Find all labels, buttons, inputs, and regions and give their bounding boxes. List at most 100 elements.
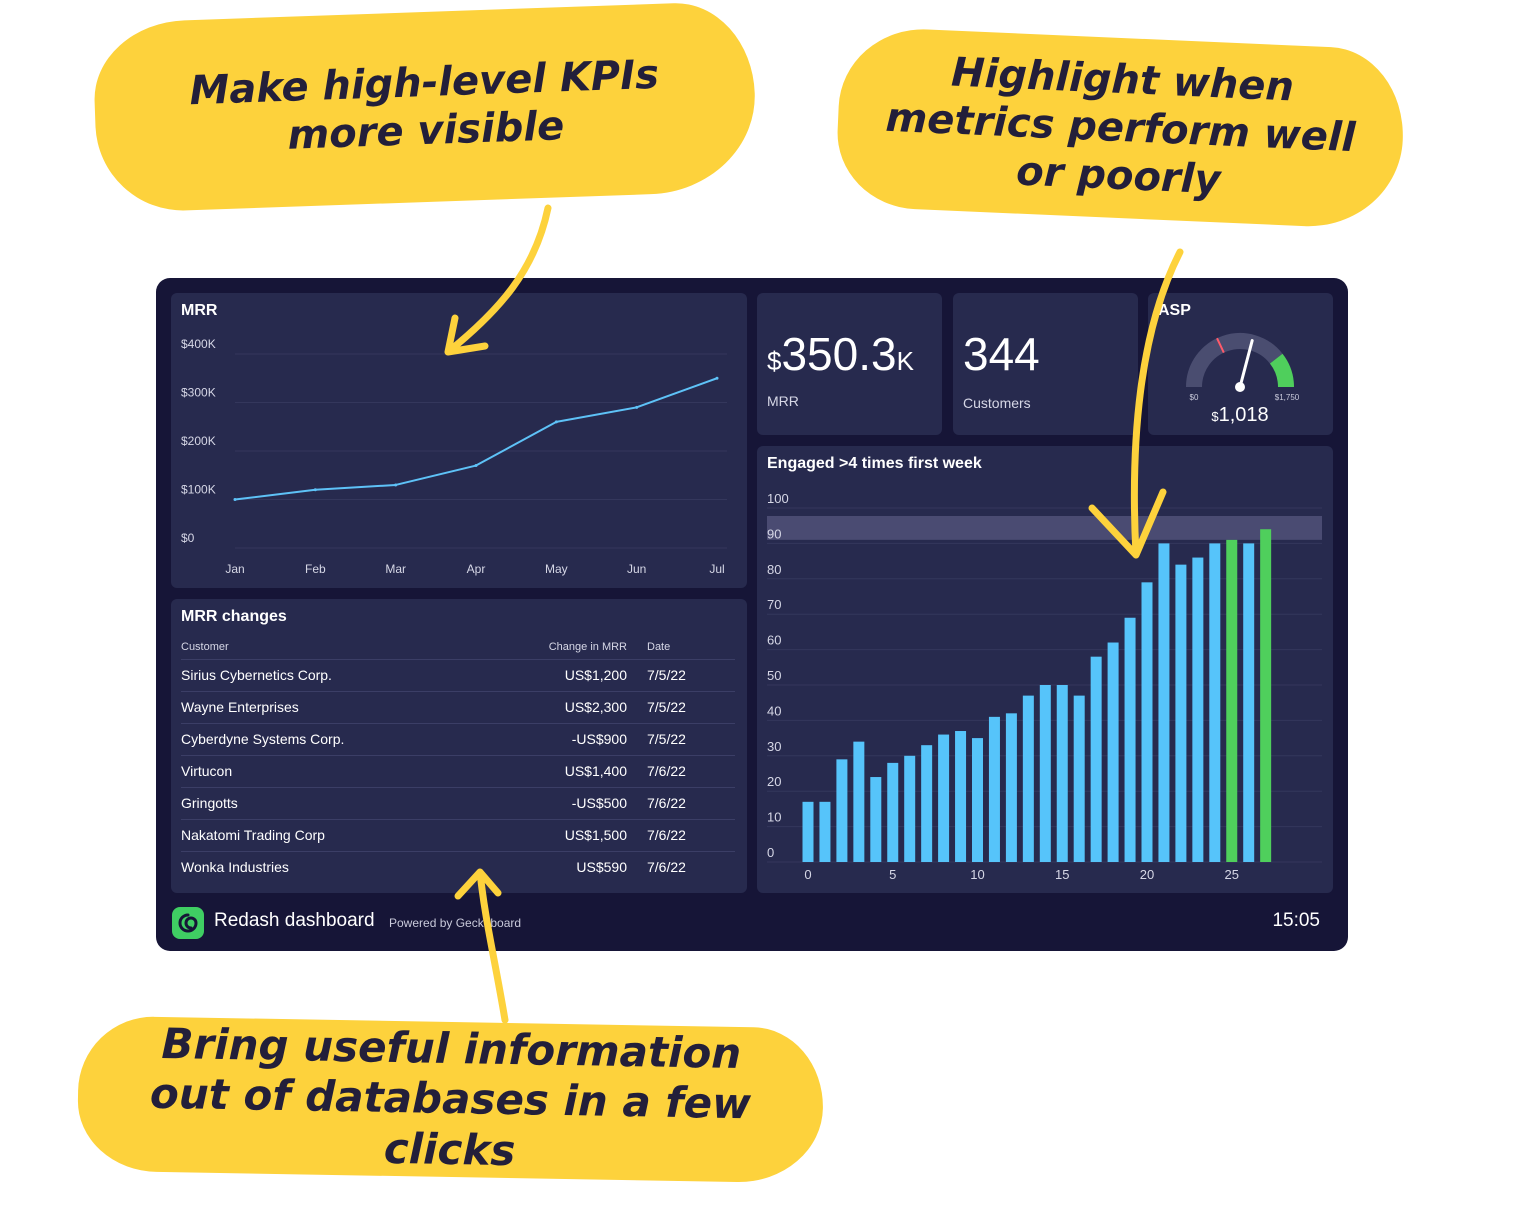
x-tick-label: Jan <box>225 562 244 576</box>
bar <box>1158 543 1170 862</box>
x-tick-label: 25 <box>1225 867 1239 882</box>
x-tick-label: Feb <box>305 562 326 576</box>
y-tick-label: 40 <box>767 703 781 718</box>
target-band <box>767 516 1322 540</box>
gauge-min-label: $0 <box>1190 393 1199 402</box>
engaged-chart-panel[interactable]: Engaged >4 times first week 0 10 20 30 40 50 6… <box>757 446 1333 893</box>
x-tick-label: 15 <box>1055 867 1069 882</box>
gauge-track <box>1186 333 1283 388</box>
cell-change: US$2,300 <box>541 691 647 724</box>
mrr-data-point <box>474 464 478 468</box>
y-tick-label: 0 <box>767 845 774 860</box>
kpi-customers-label: Customers <box>963 395 1031 411</box>
x-tick-label: 0 <box>804 867 811 882</box>
kpi-asp-panel[interactable]: ASP $0 $1,750 $1,018 <box>1148 293 1333 435</box>
x-tick-label: Mar <box>385 562 406 576</box>
y-tick-label: 70 <box>767 597 781 612</box>
bar <box>1141 582 1153 862</box>
bar <box>870 777 882 862</box>
cell-date: 7/6/22 <box>647 819 735 852</box>
x-tick-label: Jun <box>627 562 646 576</box>
bar <box>819 801 831 862</box>
cell-customer: Nakatomi Trading Corp <box>181 819 541 852</box>
cell-date: 7/6/22 <box>647 859 686 875</box>
kpi-customers-panel[interactable]: 344 Customers <box>953 293 1138 435</box>
callout-databases-text: Bring useful information out of database… <box>149 1018 752 1175</box>
gauge-value-currency: $ <box>1211 409 1219 424</box>
callout-kpis: Make high-level KPIs more visible <box>91 0 759 214</box>
mrr-series-line <box>234 377 718 501</box>
table-row[interactable]: Nakatomi Trading Corp US$1,500 7/6/22 <box>181 819 735 852</box>
column-header-change: Change in MRR <box>541 635 647 660</box>
y-tick-label: $0 <box>181 531 195 545</box>
x-tick-label: Jul <box>709 562 724 576</box>
clock-time: 15:05 <box>1272 910 1320 931</box>
x-tick-label: 10 <box>970 867 984 882</box>
y-tick-label: $400K <box>181 337 216 351</box>
bar <box>1192 557 1204 862</box>
mrr-data-point <box>635 405 639 409</box>
cell-customer: Cyberdyne Systems Corp. <box>181 723 541 756</box>
mrr-data-point <box>313 488 317 492</box>
bar <box>1175 564 1187 862</box>
gauge-hub <box>1235 382 1245 392</box>
mrr-line-chart: $0 $100K $200K $300K $400K Jan Feb Mar Apr May Jun… <box>181 337 727 576</box>
kpi-mrr-suffix: K <box>896 346 914 376</box>
cell-customer: Wonka Industries <box>181 859 289 875</box>
cell-change: -US$900 <box>541 723 647 756</box>
table-row[interactable]: Wonka Industries US$590 7/6/22 <box>181 852 735 884</box>
bar <box>988 716 1000 862</box>
bar <box>921 745 933 862</box>
dashboard-title: Redash dashboard <box>214 910 375 931</box>
bar <box>853 741 865 862</box>
table-row[interactable]: Gringotts -US$500 7/6/22 <box>181 787 735 820</box>
callout-highlight-text: Highlight when metrics perform well or p… <box>884 49 1357 204</box>
mrr-changes-panel[interactable]: MRR changes Customer Change in MRR Date … <box>171 599 747 893</box>
table-row[interactable]: Sirius Cybernetics Corp. US$1,200 7/5/22 <box>181 659 735 692</box>
table-header-row: Customer Change in MRR Date <box>181 635 735 660</box>
dashboard: MRR $0 $100K $200K $300K $400K Jan Feb Mar Apr Ma… <box>156 278 1348 951</box>
table-row[interactable]: Virtucon US$1,400 7/6/22 <box>181 755 735 788</box>
kpi-mrr-label: MRR <box>767 393 799 409</box>
callout-highlight: Highlight when metrics perform well or p… <box>834 25 1407 231</box>
mrr-data-point <box>394 483 398 487</box>
powered-by: Powered by Geckoboard <box>389 916 522 930</box>
gauge-needle <box>1238 339 1254 389</box>
bar <box>1073 695 1085 862</box>
x-tick-label: May <box>545 562 568 576</box>
bar <box>1124 617 1136 862</box>
bar <box>1022 695 1034 862</box>
bar <box>955 731 967 862</box>
gauge-target-marker <box>1216 337 1225 354</box>
column-header-customer: Customer <box>181 635 541 660</box>
gauge-value-number: 1,018 <box>1219 404 1269 426</box>
y-tick-label: $300K <box>181 386 216 400</box>
y-tick-label: $200K <box>181 434 216 448</box>
mrr-changes-title: MRR changes <box>181 608 287 625</box>
mrr-chart-title: MRR <box>181 302 218 319</box>
cell-date: 7/6/22 <box>647 787 735 820</box>
table-row[interactable]: Cyberdyne Systems Corp. -US$900 7/5/22 <box>181 723 735 756</box>
logo-swirl-icon <box>178 913 198 933</box>
cell-change: -US$500 <box>541 787 647 820</box>
y-tick-label: 60 <box>767 633 781 648</box>
bar <box>1209 543 1221 862</box>
gauge-good-zone <box>1269 353 1294 388</box>
cell-change: US$1,400 <box>541 755 647 788</box>
table-row[interactable]: Wayne Enterprises US$2,300 7/5/22 <box>181 691 735 724</box>
geckoboard-logo <box>172 907 204 939</box>
callout-databases: Bring useful information out of database… <box>76 1015 825 1184</box>
kpi-mrr-value: $350.3K <box>767 327 914 381</box>
gauge-value: $1,018 <box>1211 404 1268 426</box>
cell-date: 7/6/22 <box>647 755 735 788</box>
mrr-chart-panel[interactable]: MRR $0 $100K $200K $300K $400K Jan Feb Mar Apr Ma… <box>171 293 747 588</box>
mrr-data-point <box>715 376 719 380</box>
y-tick-label: 90 <box>767 526 781 541</box>
y-tick-label: 100 <box>767 491 789 506</box>
kpi-mrr-panel[interactable]: $350.3K MRR <box>757 293 942 435</box>
bar <box>904 755 916 862</box>
x-tick-label: Apr <box>467 562 486 576</box>
bar <box>836 759 848 862</box>
y-tick-label: 80 <box>767 562 781 577</box>
bar <box>1260 529 1272 862</box>
